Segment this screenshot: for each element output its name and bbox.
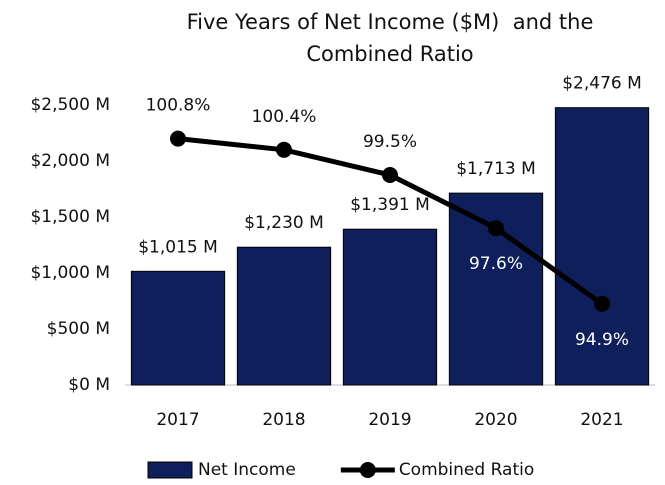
line-marker [594,295,610,312]
line-label: 94.9% [575,330,629,350]
bar-label: $1,391 M [350,195,430,215]
bar-label: $2,476 M [562,74,642,94]
bar [236,246,332,386]
line-marker [276,141,292,158]
line-marker [170,130,186,147]
x-tick-label: 2020 [474,410,517,430]
bar [554,107,650,386]
line-label: 100.4% [252,107,317,127]
line-marker [382,167,398,183]
bar-label: $1,015 M [138,237,218,257]
bar-label: $1,230 M [244,213,324,233]
y-tick-label: $500 M [47,319,110,339]
chart-title: Five Years of Net Income ($M) and the Co… [186,10,601,66]
bar [130,270,226,386]
y-tick-label: $1,000 M [30,263,110,283]
y-tick-label: $0 M [68,375,110,395]
bar [342,228,438,386]
y-tick-label: $2,000 M [30,151,110,171]
line-label: 99.5% [363,132,417,152]
line-marker [488,220,504,237]
y-tick-label: $2,500 M [30,95,110,115]
bar-label: $1,713 M [456,159,536,179]
legend-swatch [147,461,193,479]
y-tick-label: $1,500 M [30,207,110,227]
x-tick-label: 2021 [580,410,623,430]
x-tick-label: 2017 [156,410,199,430]
legend-marker [359,462,376,478]
x-tick-label: 2019 [368,410,411,430]
legend-label: Combined Ratio [399,460,534,480]
line-label: 100.8% [146,96,211,116]
legend-label: Net Income [198,460,296,480]
x-tick-label: 2018 [262,410,305,430]
line-label: 97.6% [469,254,523,274]
